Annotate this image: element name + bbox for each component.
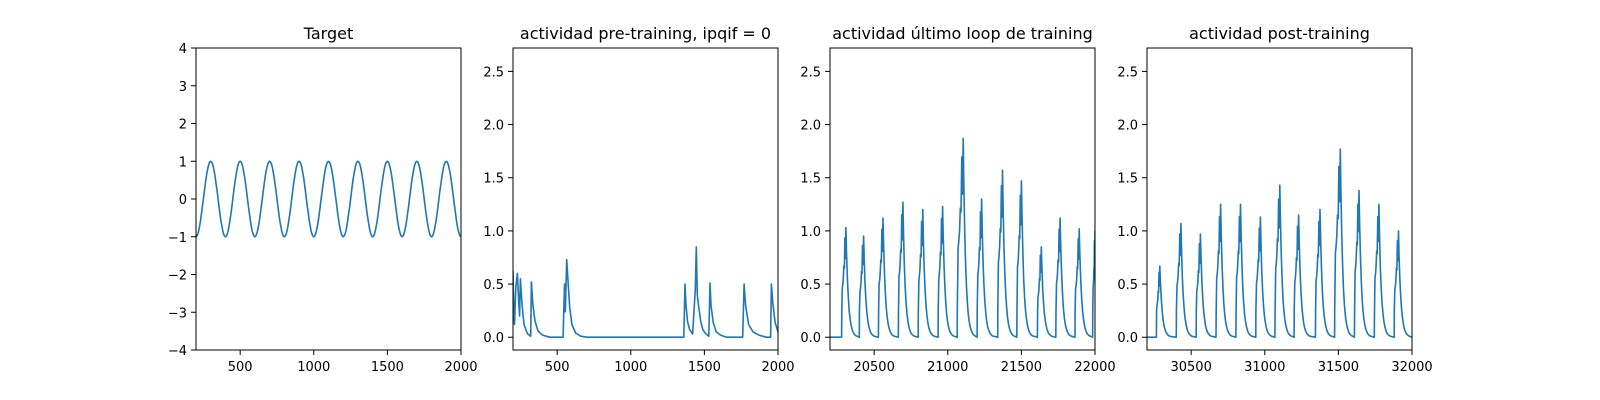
x-tick-label: 31000 — [1244, 360, 1285, 375]
x-tick-label: 31500 — [1318, 360, 1359, 375]
y-tick-label: 2.5 — [1117, 65, 1138, 80]
y-tick-label: 0.5 — [1117, 278, 1138, 293]
x-tick-label: 2000 — [761, 360, 794, 375]
y-tick-label: −1 — [168, 231, 187, 246]
chart-title: actividad pre-training, ipqif = 0 — [520, 24, 771, 43]
y-tick-label: 2.5 — [800, 65, 821, 80]
y-tick-label: −3 — [168, 306, 187, 321]
series-line-1-1 — [196, 160, 461, 238]
y-tick-label: 1.0 — [483, 225, 504, 240]
y-tick-label: −4 — [168, 344, 187, 359]
x-tick-label: 1000 — [297, 360, 330, 375]
y-tick-label: 0 — [179, 193, 187, 208]
chart-title: actividad último loop de training — [832, 24, 1093, 43]
x-tick-label: 500 — [545, 360, 570, 375]
x-tick-label: 20500 — [853, 360, 894, 375]
x-tick-label: 1500 — [371, 360, 404, 375]
y-tick-label: 1.0 — [800, 225, 821, 240]
chart-title: Target — [303, 24, 354, 43]
x-tick-label: 2000 — [444, 360, 477, 375]
x-tick-label: 500 — [228, 360, 253, 375]
y-tick-label: 3 — [179, 80, 187, 95]
y-tick-label: 2.0 — [1117, 119, 1138, 134]
x-tick-label: 32000 — [1391, 360, 1432, 375]
x-tick-label: 1000 — [614, 360, 647, 375]
axes-frame — [1146, 47, 1413, 351]
y-tick-label: 2.0 — [483, 119, 504, 134]
y-tick-label: −2 — [168, 269, 187, 284]
y-tick-label: 0.5 — [800, 278, 821, 293]
chart-panel-2: 500 1000 1500 2000 0.0 0.5 1.0 1.5 2.0 2.5 activid… — [483, 24, 794, 375]
y-tick-label: 0.0 — [800, 331, 821, 346]
x-tick-label: 1500 — [688, 360, 721, 375]
series-line-2-1 — [513, 246, 778, 338]
chart-title: actividad post-training — [1189, 24, 1370, 43]
y-tick-label: 1.0 — [1117, 225, 1138, 240]
x-tick-label: 30500 — [1170, 360, 1211, 375]
y-tick-label: 1.5 — [483, 172, 504, 187]
y-tick-label: 2.5 — [483, 65, 504, 80]
y-tick-label: 0.5 — [483, 278, 504, 293]
axes-frame — [512, 47, 779, 351]
y-tick-label: 1.5 — [800, 172, 821, 187]
y-tick-label: 2 — [179, 118, 187, 133]
chart-panel-4: 30500 31000 31500 32000 0.0 0.5 1.0 1.5 2.0 2.5 ac… — [1117, 24, 1432, 375]
chart-panel-3: 20500 21000 21500 22000 0.0 0.5 1.0 1.5 2.0 2.5 ac… — [800, 24, 1115, 375]
y-tick-label: 0.0 — [1117, 331, 1138, 346]
y-tick-label: 4 — [179, 42, 187, 57]
y-tick-label: 2.0 — [800, 119, 821, 134]
chart-panel-1: 500 1000 1500 2000 −4 −3 −2 −1 0 1 2 3 4 Target — [168, 24, 478, 375]
axes-frame — [829, 47, 1096, 351]
y-tick-label: 1.5 — [1117, 172, 1138, 187]
y-tick-label: 1 — [179, 155, 187, 170]
x-tick-label: 21000 — [927, 360, 968, 375]
y-tick-label: 0.0 — [483, 331, 504, 346]
x-tick-label: 21500 — [1001, 360, 1042, 375]
series-line-4-1 — [1147, 148, 1412, 338]
series-line-3-1 — [830, 137, 1095, 338]
x-tick-label: 22000 — [1074, 360, 1115, 375]
